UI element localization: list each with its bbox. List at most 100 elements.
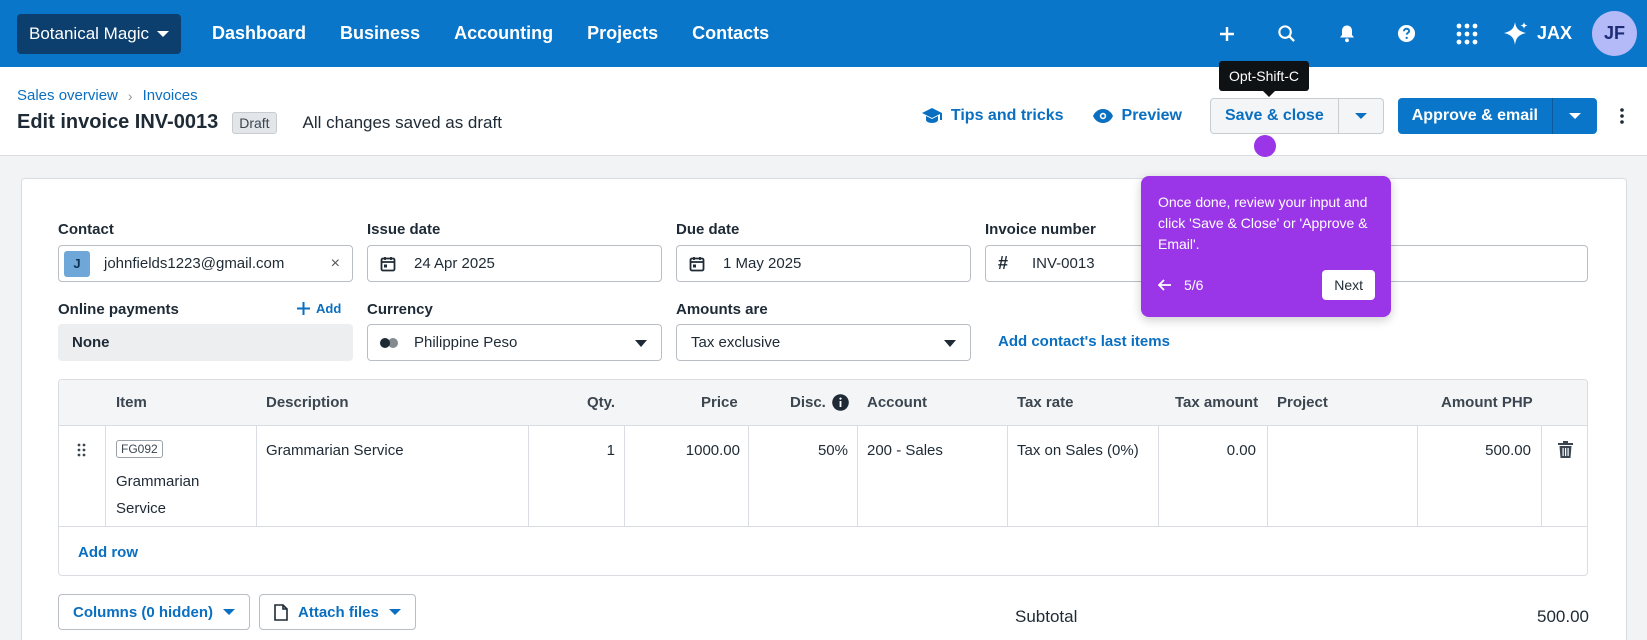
cell-divider xyxy=(1158,426,1159,527)
guide-next-button[interactable]: Next xyxy=(1322,270,1375,300)
approve-email-split-button: Approve & email xyxy=(1397,98,1597,134)
guide-text: Once done, review your input and click '… xyxy=(1158,194,1368,252)
walkthrough-popup: Once done, review your input and click '… xyxy=(1141,176,1391,317)
due-date-label: Due date xyxy=(676,221,740,238)
trash-icon[interactable] xyxy=(1558,441,1573,463)
col-disc-label: Disc. xyxy=(790,394,826,411)
line-items-table: Item Description Qty. Price Disc. Accoun… xyxy=(58,379,1588,576)
subtotal-value: 500.00 xyxy=(1537,607,1589,626)
nav-dashboard[interactable]: Dashboard xyxy=(212,23,307,43)
clear-icon[interactable]: × xyxy=(330,254,340,272)
contact-value: johnfields1223@gmail.com xyxy=(104,255,285,272)
chevron-down-icon xyxy=(223,609,235,615)
currency-select[interactable]: Philippine Peso xyxy=(367,324,662,361)
arrow-left-icon[interactable] xyxy=(1158,279,1172,291)
attach-files-button[interactable]: Attach files xyxy=(259,594,416,630)
online-payments-value: None xyxy=(58,324,353,361)
cell-divider xyxy=(1007,426,1008,527)
more-options-icon[interactable] xyxy=(1597,108,1647,124)
approve-options-dropdown[interactable] xyxy=(1553,98,1597,134)
chevron-down-icon xyxy=(1354,113,1367,119)
col-price: Price xyxy=(701,394,738,411)
cell-price[interactable]: 1000.00 xyxy=(685,442,740,459)
preview-button[interactable]: Preview xyxy=(1092,107,1182,125)
plus-icon[interactable] xyxy=(1197,0,1257,67)
online-payments-label: Online payments xyxy=(58,301,179,318)
cell-description[interactable]: Grammarian Service xyxy=(266,442,404,459)
guide-hotspot[interactable] xyxy=(1254,135,1276,157)
invoice-number-value: INV-0013 xyxy=(1032,255,1095,272)
shortcut-tooltip: Opt-Shift-C xyxy=(1219,61,1310,97)
cell-divider xyxy=(1417,426,1418,527)
cell-tax-amount: 0.00 xyxy=(1226,442,1256,459)
avatar[interactable]: JF xyxy=(1592,11,1637,56)
header-actions: Tips and tricks Preview Save & close App… xyxy=(921,97,1647,135)
columns-label: Columns (0 hidden) xyxy=(73,603,213,621)
chevron-down-icon xyxy=(944,340,956,347)
bell-icon[interactable] xyxy=(1317,0,1377,67)
invoice-number-label: Invoice number xyxy=(985,221,1096,238)
col-description: Description xyxy=(266,394,349,411)
cell-qty[interactable]: 1 xyxy=(606,442,615,459)
due-date-field[interactable]: 1 May 2025 xyxy=(676,245,971,282)
cell-divider xyxy=(528,426,529,527)
contact-field[interactable]: J johnfields1223@gmail.com × xyxy=(58,245,353,282)
info-icon[interactable] xyxy=(832,394,849,411)
search-icon[interactable] xyxy=(1257,0,1317,67)
issue-date-value: 24 Apr 2025 xyxy=(414,255,495,272)
cell-divider xyxy=(256,426,257,527)
calendar-icon xyxy=(380,256,398,272)
issue-date-label: Issue date xyxy=(367,221,441,238)
jax-assistant-button[interactable]: JAX xyxy=(1503,21,1572,47)
save-close-button[interactable]: Save & close xyxy=(1211,99,1339,133)
add-payment-button[interactable]: Add xyxy=(297,301,341,316)
apps-grid-icon[interactable] xyxy=(1437,0,1497,67)
amounts-are-label: Amounts are xyxy=(676,301,768,318)
nav-accounting[interactable]: Accounting xyxy=(454,23,554,43)
chevron-down-icon xyxy=(1569,113,1581,119)
due-date-value: 1 May 2025 xyxy=(723,255,802,272)
col-item: Item xyxy=(116,394,147,411)
page-title: Edit invoice INV-0013 xyxy=(17,111,219,133)
org-switcher-button[interactable]: Botanical Magic xyxy=(17,13,182,54)
cell-divider xyxy=(857,426,858,527)
table-header: Item Description Qty. Price Disc. Accoun… xyxy=(59,380,1587,426)
add-row-button[interactable]: Add row xyxy=(78,544,138,561)
currency-flag-icon xyxy=(380,337,398,349)
approve-email-button[interactable]: Approve & email xyxy=(1398,98,1553,134)
cell-account[interactable]: 200 - Sales xyxy=(867,442,943,459)
nav-business[interactable]: Business xyxy=(340,23,421,43)
col-qty: Qty. xyxy=(587,394,616,411)
amounts-are-select[interactable]: Tax exclusive xyxy=(676,324,971,361)
cell-amount[interactable]: 500.00 xyxy=(1485,442,1531,459)
cell-disc[interactable]: 50% xyxy=(817,442,848,459)
issue-date-field[interactable]: 24 Apr 2025 xyxy=(367,245,662,282)
page-header: Sales overview › Invoices Edit invoice I… xyxy=(0,67,1647,156)
cell-tax-rate[interactable]: Tax on Sales (0%) xyxy=(1017,442,1139,459)
item-name[interactable]: Grammarian Service xyxy=(116,473,200,517)
add-contact-last-items-link[interactable]: Add contact's last items xyxy=(998,333,1170,350)
columns-button[interactable]: Columns (0 hidden) xyxy=(58,594,250,630)
tips-and-tricks-button[interactable]: Tips and tricks xyxy=(921,107,1064,125)
save-options-dropdown[interactable] xyxy=(1339,99,1383,133)
amounts-are-value: Tax exclusive xyxy=(691,334,781,351)
item-code-badge: FG092 xyxy=(116,440,163,458)
col-amount: Amount PHP xyxy=(1441,394,1533,411)
org-name: Botanical Magic xyxy=(29,23,150,43)
nav-contacts[interactable]: Contacts xyxy=(692,23,770,43)
cell-divider xyxy=(748,426,749,527)
attach-files-label: Attach files xyxy=(298,603,379,621)
calendar-icon xyxy=(689,256,707,272)
plus-icon xyxy=(297,302,310,315)
breadcrumb-sales-overview[interactable]: Sales overview xyxy=(17,87,118,104)
nav-projects[interactable]: Projects xyxy=(587,23,659,43)
col-account: Account xyxy=(867,394,927,411)
cell-divider xyxy=(1541,426,1542,527)
help-icon[interactable] xyxy=(1377,0,1437,67)
breadcrumb-invoices[interactable]: Invoices xyxy=(142,87,198,104)
graduation-cap-icon xyxy=(921,108,942,123)
col-project: Project xyxy=(1277,394,1328,411)
jax-label: JAX xyxy=(1536,23,1572,43)
col-tax-rate: Tax rate xyxy=(1017,394,1074,411)
drag-handle-icon[interactable] xyxy=(77,443,86,462)
